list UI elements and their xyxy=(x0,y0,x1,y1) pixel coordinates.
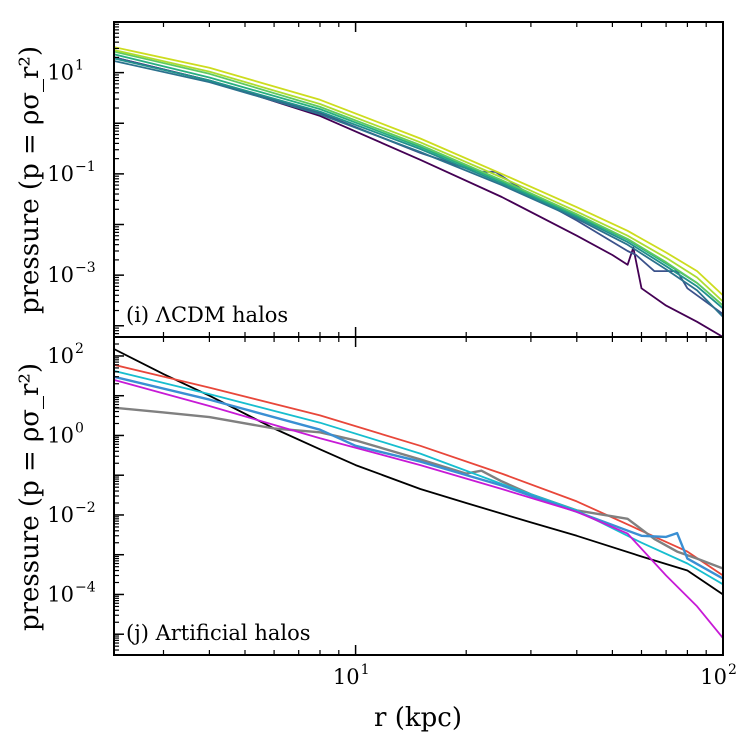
plot-frame-lcdm xyxy=(113,21,724,338)
series-line-lcdm-4 xyxy=(114,53,723,307)
x-axis-label: r (kpc) xyxy=(374,703,462,733)
panel-label-lcdm: (i) ΛCDM halos xyxy=(126,303,288,327)
x-tick-label-exp-0: 1 xyxy=(361,662,370,678)
x-tick-label-1: 10 xyxy=(700,665,727,689)
series-line-lcdm-1 xyxy=(114,56,723,315)
series-line-lcdm-7 xyxy=(114,46,723,296)
y-tick-label-exp-artificial-0: 2 xyxy=(75,341,84,357)
y-tick-label-exp-artificial-2: −2 xyxy=(75,500,96,516)
series-line-lcdm-2 xyxy=(114,60,723,318)
x-tick-label-0: 10 xyxy=(333,665,360,689)
series-line-artificial-4 xyxy=(114,375,723,580)
series-group-artificial xyxy=(114,348,723,639)
y-tick-label-exp-lcdm-0: 1 xyxy=(75,58,84,74)
series-line-artificial-0 xyxy=(114,348,723,596)
y-tick-label-lcdm-2: 10 xyxy=(47,263,74,287)
y-tick-label-exp-lcdm-1: −1 xyxy=(75,159,96,175)
y-tick-label-artificial-0: 10 xyxy=(47,344,74,368)
series-line-lcdm-0 xyxy=(114,56,723,337)
series-line-artificial-1 xyxy=(114,363,723,577)
panel-label-artificial: (j) Artificial halos xyxy=(126,621,311,645)
series-line-artificial-3 xyxy=(114,370,723,586)
series-group-lcdm xyxy=(114,46,723,337)
panel-artificial: 10 210 010 −210 −410 1 10 2 (j) Artificial halo… xyxy=(47,336,737,689)
series-line-lcdm-6 xyxy=(114,49,723,303)
y-tick-label-exp-artificial-3: −4 xyxy=(75,579,96,595)
y-axis-label-top: pressure (p = ρσ_r²) xyxy=(15,46,45,314)
y-tick-label-exp-lcdm-2: −3 xyxy=(75,260,96,276)
y-tick-label-artificial-3: 10 xyxy=(47,582,74,606)
plot-frame-artificial xyxy=(113,336,724,656)
y-tick-label-artificial-2: 10 xyxy=(47,503,74,527)
series-line-artificial-5 xyxy=(114,379,723,639)
y-tick-label-artificial-1: 10 xyxy=(47,423,74,447)
series-line-lcdm-3 xyxy=(114,57,723,310)
y-axis-label-bottom: pressure (p = ρσ_r²) xyxy=(15,363,45,631)
y-tick-label-exp-artificial-1: 0 xyxy=(75,420,84,436)
y-tick-label-lcdm-0: 10 xyxy=(47,61,74,85)
x-tick-label-exp-1: 2 xyxy=(728,662,737,678)
series-line-artificial-2 xyxy=(114,406,723,570)
series-line-lcdm-5 xyxy=(114,50,723,307)
y-tick-label-lcdm-1: 10 xyxy=(47,162,74,186)
